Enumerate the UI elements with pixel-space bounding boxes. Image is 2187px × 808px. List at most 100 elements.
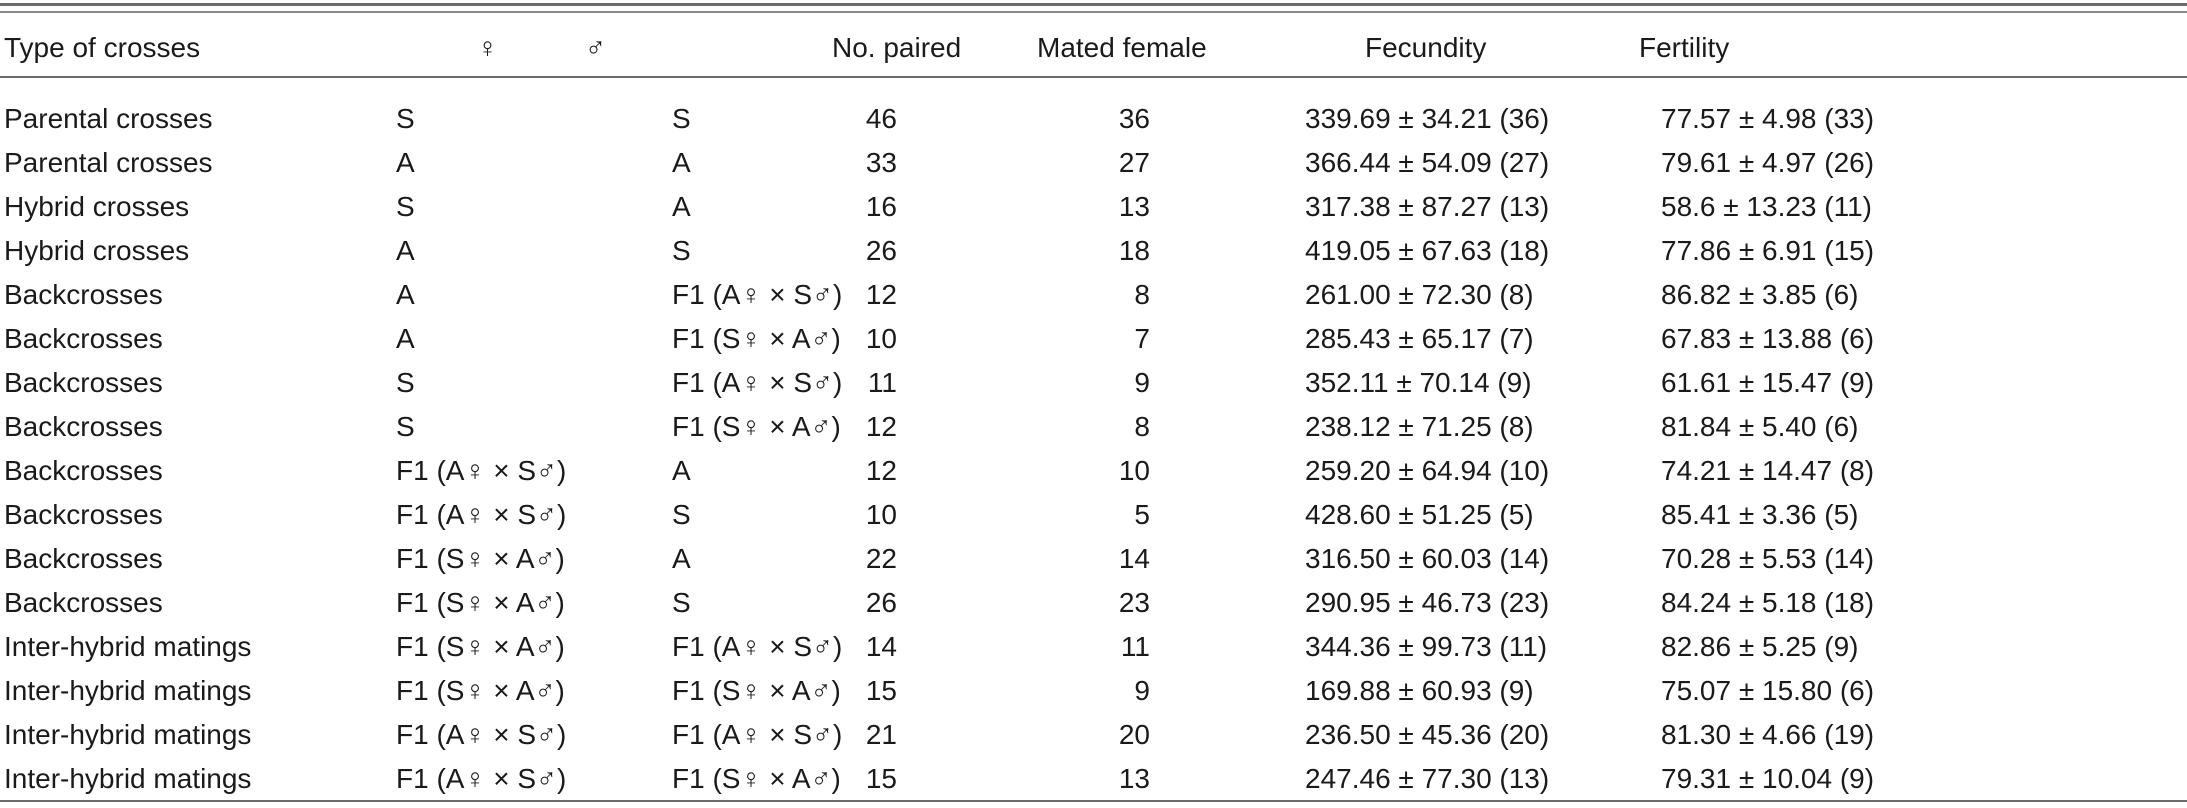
table-row: Inter-hybrid matings F1 (S♀ × A♂) F1 (S♀ ×… bbox=[0, 669, 2187, 713]
header-fecundity: Fecundity bbox=[1365, 32, 1487, 63]
cell-male-parent: A bbox=[672, 147, 691, 178]
cell-fertility: 81.84 ± 5.40 (6) bbox=[1661, 411, 1859, 442]
cell-type-of-cross: Backcrosses bbox=[4, 367, 163, 398]
cell-mated-female: 13 bbox=[1118, 191, 1150, 222]
table-body: Parental crosses S S 46 36 339.69 ± 34.21 (36… bbox=[0, 79, 2187, 801]
cell-female-parent: F1 (S♀ × A♂) bbox=[396, 675, 565, 706]
cell-female-parent: F1 (A♀ × S♂) bbox=[396, 719, 567, 750]
cell-type-of-cross: Backcrosses bbox=[4, 543, 163, 574]
cell-no-paired: 14 bbox=[865, 631, 897, 662]
cell-no-paired: 21 bbox=[865, 719, 897, 750]
cell-female-parent: S bbox=[396, 367, 415, 398]
cell-fecundity: 316.50 ± 60.03 (14) bbox=[1305, 543, 1550, 574]
cell-male-parent: F1 (S♀ × A♂) bbox=[672, 323, 841, 354]
cell-fecundity: 317.38 ± 87.27 (13) bbox=[1305, 191, 1550, 222]
table-row: Parental crosses S S 46 36 339.69 ± 34.21 (36… bbox=[0, 79, 2187, 141]
header-type-of-crosses: Type of crosses bbox=[4, 32, 201, 63]
cell-female-parent: A bbox=[396, 279, 415, 310]
cell-female-parent: A bbox=[396, 147, 415, 178]
cell-female-parent: F1 (S♀ × A♂) bbox=[396, 631, 565, 662]
table-row: Hybrid crosses A S 26 18 419.05 ± 67.63 (18) 7… bbox=[0, 229, 2187, 273]
table-row: Hybrid crosses S A 16 13 317.38 ± 87.27 (13) 5… bbox=[0, 185, 2187, 229]
cell-fecundity: 169.88 ± 60.93 (9) bbox=[1305, 675, 1534, 706]
cell-no-paired: 15 bbox=[865, 675, 897, 706]
cell-female-parent: S bbox=[396, 411, 415, 442]
cell-type-of-cross: Backcrosses bbox=[4, 323, 163, 354]
cell-fertility: 82.86 ± 5.25 (9) bbox=[1661, 631, 1859, 662]
cell-female-parent: F1 (A♀ × S♂) bbox=[396, 499, 567, 530]
cell-mated-female: 9 bbox=[1134, 675, 1150, 706]
cell-male-parent: S bbox=[672, 103, 691, 134]
cell-fecundity: 419.05 ± 67.63 (18) bbox=[1305, 235, 1550, 266]
cell-male-parent: S bbox=[672, 587, 691, 618]
table-row: Inter-hybrid matings F1 (A♀ × S♂) F1 (S♀ ×… bbox=[0, 757, 2187, 801]
cell-female-parent: F1 (A♀ × S♂) bbox=[396, 763, 567, 794]
cell-type-of-cross: Backcrosses bbox=[4, 587, 163, 618]
cell-type-of-cross: Backcrosses bbox=[4, 455, 163, 486]
cell-type-of-cross: Backcrosses bbox=[4, 499, 163, 530]
cell-fertility: 74.21 ± 14.47 (8) bbox=[1661, 455, 1875, 486]
cell-female-parent: S bbox=[396, 103, 415, 134]
bottom-rule bbox=[0, 800, 2187, 802]
cell-no-paired: 26 bbox=[865, 235, 897, 266]
top-rule bbox=[0, 3, 2187, 6]
cell-female-parent: F1 (A♀ × S♂) bbox=[396, 455, 567, 486]
table-row: Backcrosses A F1 (S♀ × A♂) 10 7 285.43 ± 65.1… bbox=[0, 317, 2187, 361]
cell-male-parent: F1 (A♀ × S♂) bbox=[672, 719, 843, 750]
cell-mated-female: 8 bbox=[1134, 279, 1150, 310]
header-row: Type of crosses ♀ ♂ No. paired Mated fem… bbox=[0, 25, 2187, 79]
cell-no-paired: 22 bbox=[865, 543, 897, 574]
cell-fertility: 58.6 ± 13.23 (11) bbox=[1661, 191, 1872, 222]
table-row: Backcrosses F1 (S♀ × A♂) S 26 23 290.95 ± 46.… bbox=[0, 581, 2187, 625]
table-row: Backcrosses F1 (A♀ × S♂) S 10 5 428.60 ± 51.2… bbox=[0, 493, 2187, 537]
cell-fecundity: 238.12 ± 71.25 (8) bbox=[1305, 411, 1534, 442]
cell-fecundity: 236.50 ± 45.36 (20) bbox=[1305, 719, 1550, 750]
cell-male-parent: F1 (A♀ × S♂) bbox=[672, 279, 843, 310]
cell-fertility: 61.61 ± 15.47 (9) bbox=[1661, 367, 1875, 398]
cell-mated-female: 9 bbox=[1134, 367, 1150, 398]
cell-no-paired: 12 bbox=[865, 455, 897, 486]
cell-fertility: 86.82 ± 3.85 (6) bbox=[1661, 279, 1859, 310]
cell-mated-female: 7 bbox=[1134, 323, 1150, 354]
table-row: Backcrosses S F1 (S♀ × A♂) 12 8 238.12 ± 71.2… bbox=[0, 405, 2187, 449]
cell-type-of-cross: Inter-hybrid matings bbox=[4, 675, 252, 706]
cell-male-parent: F1 (S♀ × A♂) bbox=[672, 763, 841, 794]
cell-male-parent: F1 (S♀ × A♂) bbox=[672, 675, 841, 706]
cell-fertility: 79.61 ± 4.97 (26) bbox=[1661, 147, 1875, 178]
cell-female-parent: A bbox=[396, 235, 415, 266]
cell-male-parent: A bbox=[672, 543, 691, 574]
cell-male-parent: F1 (A♀ × S♂) bbox=[672, 631, 843, 662]
table-row: Backcrosses A F1 (A♀ × S♂) 12 8 261.00 ± 72.3… bbox=[0, 273, 2187, 317]
cell-no-paired: 16 bbox=[865, 191, 897, 222]
cell-mated-female: 23 bbox=[1118, 587, 1150, 618]
cell-male-parent: A bbox=[672, 455, 691, 486]
header-male: ♂ bbox=[585, 32, 606, 63]
cell-type-of-cross: Hybrid crosses bbox=[4, 235, 190, 266]
cell-no-paired: 10 bbox=[865, 323, 897, 354]
cell-type-of-cross: Backcrosses bbox=[4, 279, 163, 310]
cell-male-parent: F1 (A♀ × S♂) bbox=[672, 367, 843, 398]
table-row: Backcrosses S F1 (A♀ × S♂) 11 9 352.11 ± 70.1… bbox=[0, 361, 2187, 405]
cell-no-paired: 26 bbox=[865, 587, 897, 618]
cell-no-paired: 46 bbox=[865, 103, 897, 134]
cell-male-parent: S bbox=[672, 235, 691, 266]
header-female: ♀ bbox=[477, 32, 498, 63]
cell-fecundity: 339.69 ± 34.21 (36) bbox=[1305, 103, 1550, 134]
header-mated-female: Mated female bbox=[1037, 32, 1207, 63]
cell-fertility: 84.24 ± 5.18 (18) bbox=[1661, 587, 1875, 618]
cell-fertility: 67.83 ± 13.88 (6) bbox=[1661, 323, 1875, 354]
cell-type-of-cross: Parental crosses bbox=[4, 147, 213, 178]
cell-fecundity: 247.46 ± 77.30 (13) bbox=[1305, 763, 1550, 794]
cell-type-of-cross: Parental crosses bbox=[4, 103, 213, 134]
cell-female-parent: S bbox=[396, 191, 415, 222]
table-row: Backcrosses F1 (S♀ × A♂) A 22 14 316.50 ± 60.… bbox=[0, 537, 2187, 581]
cell-fertility: 75.07 ± 15.80 (6) bbox=[1661, 675, 1875, 706]
cell-female-parent: A bbox=[396, 323, 415, 354]
cell-mated-female: 13 bbox=[1118, 763, 1150, 794]
cell-female-parent: F1 (S♀ × A♂) bbox=[396, 587, 565, 618]
cell-fertility: 85.41 ± 3.36 (5) bbox=[1661, 499, 1859, 530]
cell-fecundity: 285.43 ± 65.17 (7) bbox=[1305, 323, 1534, 354]
cell-no-paired: 12 bbox=[865, 279, 897, 310]
cell-mated-female: 11 bbox=[1120, 631, 1150, 662]
